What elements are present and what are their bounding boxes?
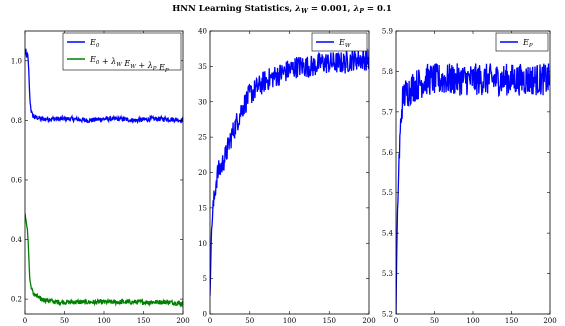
legend-label-0.series.1.name: E0 + λW EW + λP EP	[89, 55, 169, 74]
y-tick-label: 30	[198, 98, 207, 106]
legend-box	[62, 32, 182, 71]
x-tick-label: 50	[60, 317, 69, 325]
legend-box	[495, 32, 549, 52]
legend-3: EP	[495, 32, 549, 52]
y-tick-label: 5.3	[382, 270, 393, 278]
series-line-3-1	[396, 63, 550, 314]
y-tick-label: 0	[203, 311, 207, 319]
y-tick-label: 0.4	[11, 236, 23, 244]
x-tick-label: 100	[283, 317, 296, 325]
y-tick-label: 5.4	[382, 230, 394, 238]
legend-label-2.series.0.name: EP	[522, 38, 533, 49]
y-tick-label: 10	[198, 240, 207, 248]
figure-title: HNN Learning Statistics, λW = 0.001, λP …	[172, 4, 392, 15]
chart-panel-1: 0 50 100 150 200 0.2 0.4 0.6 0.8 1.0 E0 E0 + λW EW …	[11, 30, 190, 325]
x-tick-label: 100	[97, 317, 110, 325]
y-tick-label: 5.5	[382, 189, 393, 197]
legend-label-0.series.0.name: E0	[89, 38, 100, 49]
x-tick-label: 0	[394, 317, 398, 325]
x-tick-label: 200	[362, 317, 375, 325]
chart-panel-3: 0 50 100 150 200 5.2 5.3 5.4 5.5 5.6 5.7 5.8 5.9 EP	[382, 28, 557, 326]
y-tick-label: 0.2	[11, 296, 22, 304]
legend-2: EW	[311, 32, 368, 52]
x-tick-label: 200	[543, 317, 556, 325]
y-tick-label: 5.6	[382, 149, 394, 157]
x-tick-label: 50	[430, 317, 439, 325]
series-line-1-1	[25, 48, 183, 125]
series-line-1-2	[25, 213, 183, 308]
y-tick-label: 5.7	[382, 108, 393, 116]
y-tick-label: 1.0	[11, 57, 22, 65]
x-tick-label: 100	[466, 317, 479, 325]
y-tick-label: 5.9	[382, 28, 393, 36]
x-tick-label: 50	[245, 317, 254, 325]
x-tick-label: 0	[23, 317, 27, 325]
y-tick-label: 20	[198, 169, 207, 177]
y-tick-label: 25	[198, 134, 207, 142]
y-tick-label: 0.8	[11, 117, 22, 125]
y-tick-label: 5	[203, 275, 207, 283]
x-tick-label: 150	[137, 317, 150, 325]
legend-label-1.series.0.name: EW	[338, 38, 352, 49]
y-tick-label: 5.2	[382, 311, 393, 319]
y-tick-label: 40	[198, 28, 207, 36]
x-tick-label: 150	[323, 317, 336, 325]
axes-frame-1	[24, 30, 184, 315]
y-tick-label: 5.8	[382, 68, 393, 76]
legend-1: E0 E0 + λW EW + λP EP	[62, 32, 182, 74]
x-tick-label: 200	[176, 317, 189, 325]
y-tick-label: 0.6	[11, 176, 23, 184]
y-tick-label: 15	[198, 204, 207, 212]
x-tick-label: 0	[208, 317, 212, 325]
y-tick-label: 35	[198, 63, 207, 71]
series-line-2-1	[210, 48, 369, 296]
x-tick-label: 150	[505, 317, 518, 325]
legend-box	[311, 32, 368, 52]
chart-panel-2: 0 50 100 150 200 0 5 10 15 20 25 30 35 40 EW	[198, 28, 376, 326]
